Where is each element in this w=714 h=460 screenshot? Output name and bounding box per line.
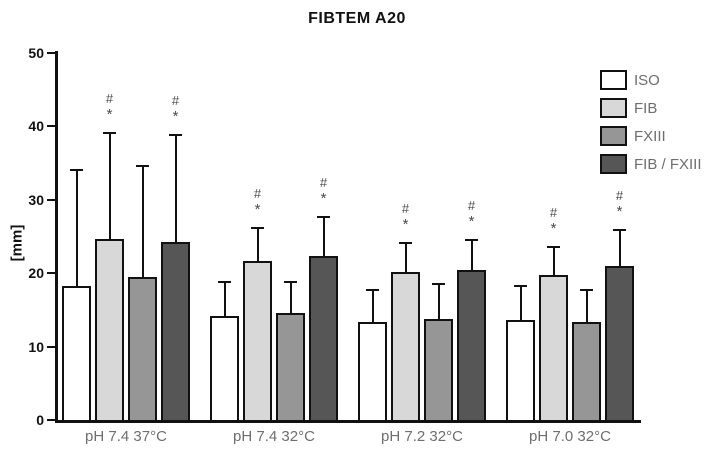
hash-marker: #	[467, 198, 476, 214]
y-tick-mark	[47, 345, 55, 348]
bar-fxiii-group3	[424, 319, 453, 422]
star-marker: *	[468, 213, 475, 231]
bar-iso-group2	[210, 315, 239, 422]
error-bar-cap	[103, 131, 116, 134]
y-tick-mark	[47, 52, 55, 54]
error-bar-line	[75, 168, 78, 288]
error-bar-line	[404, 241, 407, 274]
legend-row: FIB / FXIII	[600, 154, 702, 174]
hash-marker: #	[319, 174, 328, 190]
y-axis-line	[55, 51, 58, 423]
legend-swatch-icon	[600, 126, 627, 146]
error-bar-cap	[432, 282, 445, 285]
error-bar-line	[256, 226, 259, 264]
x-category-label: pH 7.4 32°C	[233, 428, 315, 445]
legend-label: FIB / FXIII	[634, 155, 702, 173]
hash-marker: #	[105, 90, 114, 106]
legend-swatch-icon	[600, 154, 627, 174]
hash-marker: #	[171, 93, 180, 109]
error-bar-cap	[251, 226, 264, 229]
error-bar-cap	[366, 289, 379, 292]
bar-fib-group3	[391, 271, 420, 422]
error-bar-line	[470, 239, 473, 273]
y-tick-mark	[47, 198, 55, 201]
legend: ISO FIB FXIII FIB / FXIII	[600, 70, 702, 182]
x-category-label: pH 7.0 32°C	[529, 428, 611, 445]
error-bar-line	[108, 131, 111, 242]
error-bar-cap	[399, 241, 412, 244]
error-bar-cap	[169, 134, 182, 137]
error-bar-line	[223, 280, 226, 318]
legend-swatch-icon	[600, 70, 627, 90]
y-tick-label: 20	[28, 265, 44, 282]
y-axis-label: [mm]	[8, 224, 26, 262]
legend-label: FXIII	[634, 127, 666, 145]
legend-row: FXIII	[600, 126, 702, 146]
y-tick-mark	[47, 419, 55, 421]
star-marker: *	[254, 200, 261, 218]
y-tick-mark	[47, 125, 55, 128]
legend-row: FIB	[600, 98, 702, 118]
star-marker: *	[106, 105, 113, 123]
legend-label: ISO	[634, 71, 660, 89]
error-bar-line	[552, 246, 555, 277]
bar-fibfxiii-group4	[605, 265, 634, 422]
star-marker: *	[320, 189, 327, 207]
star-marker: *	[172, 108, 179, 126]
bar-fibfxiii-group1	[161, 241, 190, 422]
star-marker: *	[550, 220, 557, 238]
bar-iso-group1	[62, 285, 91, 422]
x-axis-line	[55, 420, 641, 423]
x-category-label: pH 7.2 32°C	[381, 428, 463, 445]
error-bar-line	[618, 229, 621, 268]
error-bar-cap	[514, 284, 527, 287]
star-marker: *	[402, 215, 409, 233]
y-tick-label: 50	[28, 45, 44, 61]
bar-fxiii-group1	[128, 276, 157, 422]
bar-fxiii-group4	[572, 321, 601, 422]
bar-fib-group4	[539, 274, 568, 422]
legend-row: ISO	[600, 70, 702, 90]
bar-fib-group2	[243, 261, 272, 422]
legend-swatch-icon	[600, 98, 627, 118]
error-bar-cap	[284, 281, 297, 284]
hash-marker: #	[549, 205, 558, 221]
bar-iso-group3	[358, 321, 387, 422]
error-bar-line	[371, 289, 374, 324]
x-category-label: pH 7.4 37°C	[85, 428, 167, 445]
error-bar-cap	[465, 239, 478, 242]
chart-title: FIBTEM A20	[308, 10, 406, 27]
y-tick-label: 30	[28, 191, 44, 208]
hash-marker: #	[615, 188, 624, 204]
error-bar-line	[141, 164, 144, 279]
error-bar-cap	[613, 229, 626, 232]
legend-label: FIB	[634, 99, 658, 117]
error-bar-line	[437, 282, 440, 322]
bar-iso-group4	[506, 320, 535, 422]
error-bar-line	[519, 284, 522, 323]
star-marker: *	[616, 203, 623, 221]
error-bar-cap	[136, 164, 149, 167]
error-bar-cap	[317, 215, 330, 218]
error-bar-line	[289, 281, 292, 315]
y-tick-mark	[47, 272, 55, 275]
hash-marker: #	[401, 200, 410, 216]
bar-fibfxiii-group3	[457, 270, 486, 422]
error-bar-line	[174, 134, 177, 244]
error-bar-line	[585, 288, 588, 324]
hash-marker: #	[253, 185, 262, 201]
y-tick-label: 10	[28, 338, 44, 355]
bar-fxiii-group2	[276, 312, 305, 422]
error-bar-cap	[218, 280, 231, 283]
error-bar-cap	[547, 246, 560, 249]
bar-fibfxiii-group2	[309, 256, 338, 422]
error-bar-cap	[70, 168, 83, 171]
y-tick-label: 0	[36, 412, 44, 428]
error-bar-cap	[580, 288, 593, 291]
y-tick-label: 40	[28, 118, 44, 135]
error-bar-line	[322, 215, 325, 259]
bar-fib-group1	[95, 239, 124, 422]
